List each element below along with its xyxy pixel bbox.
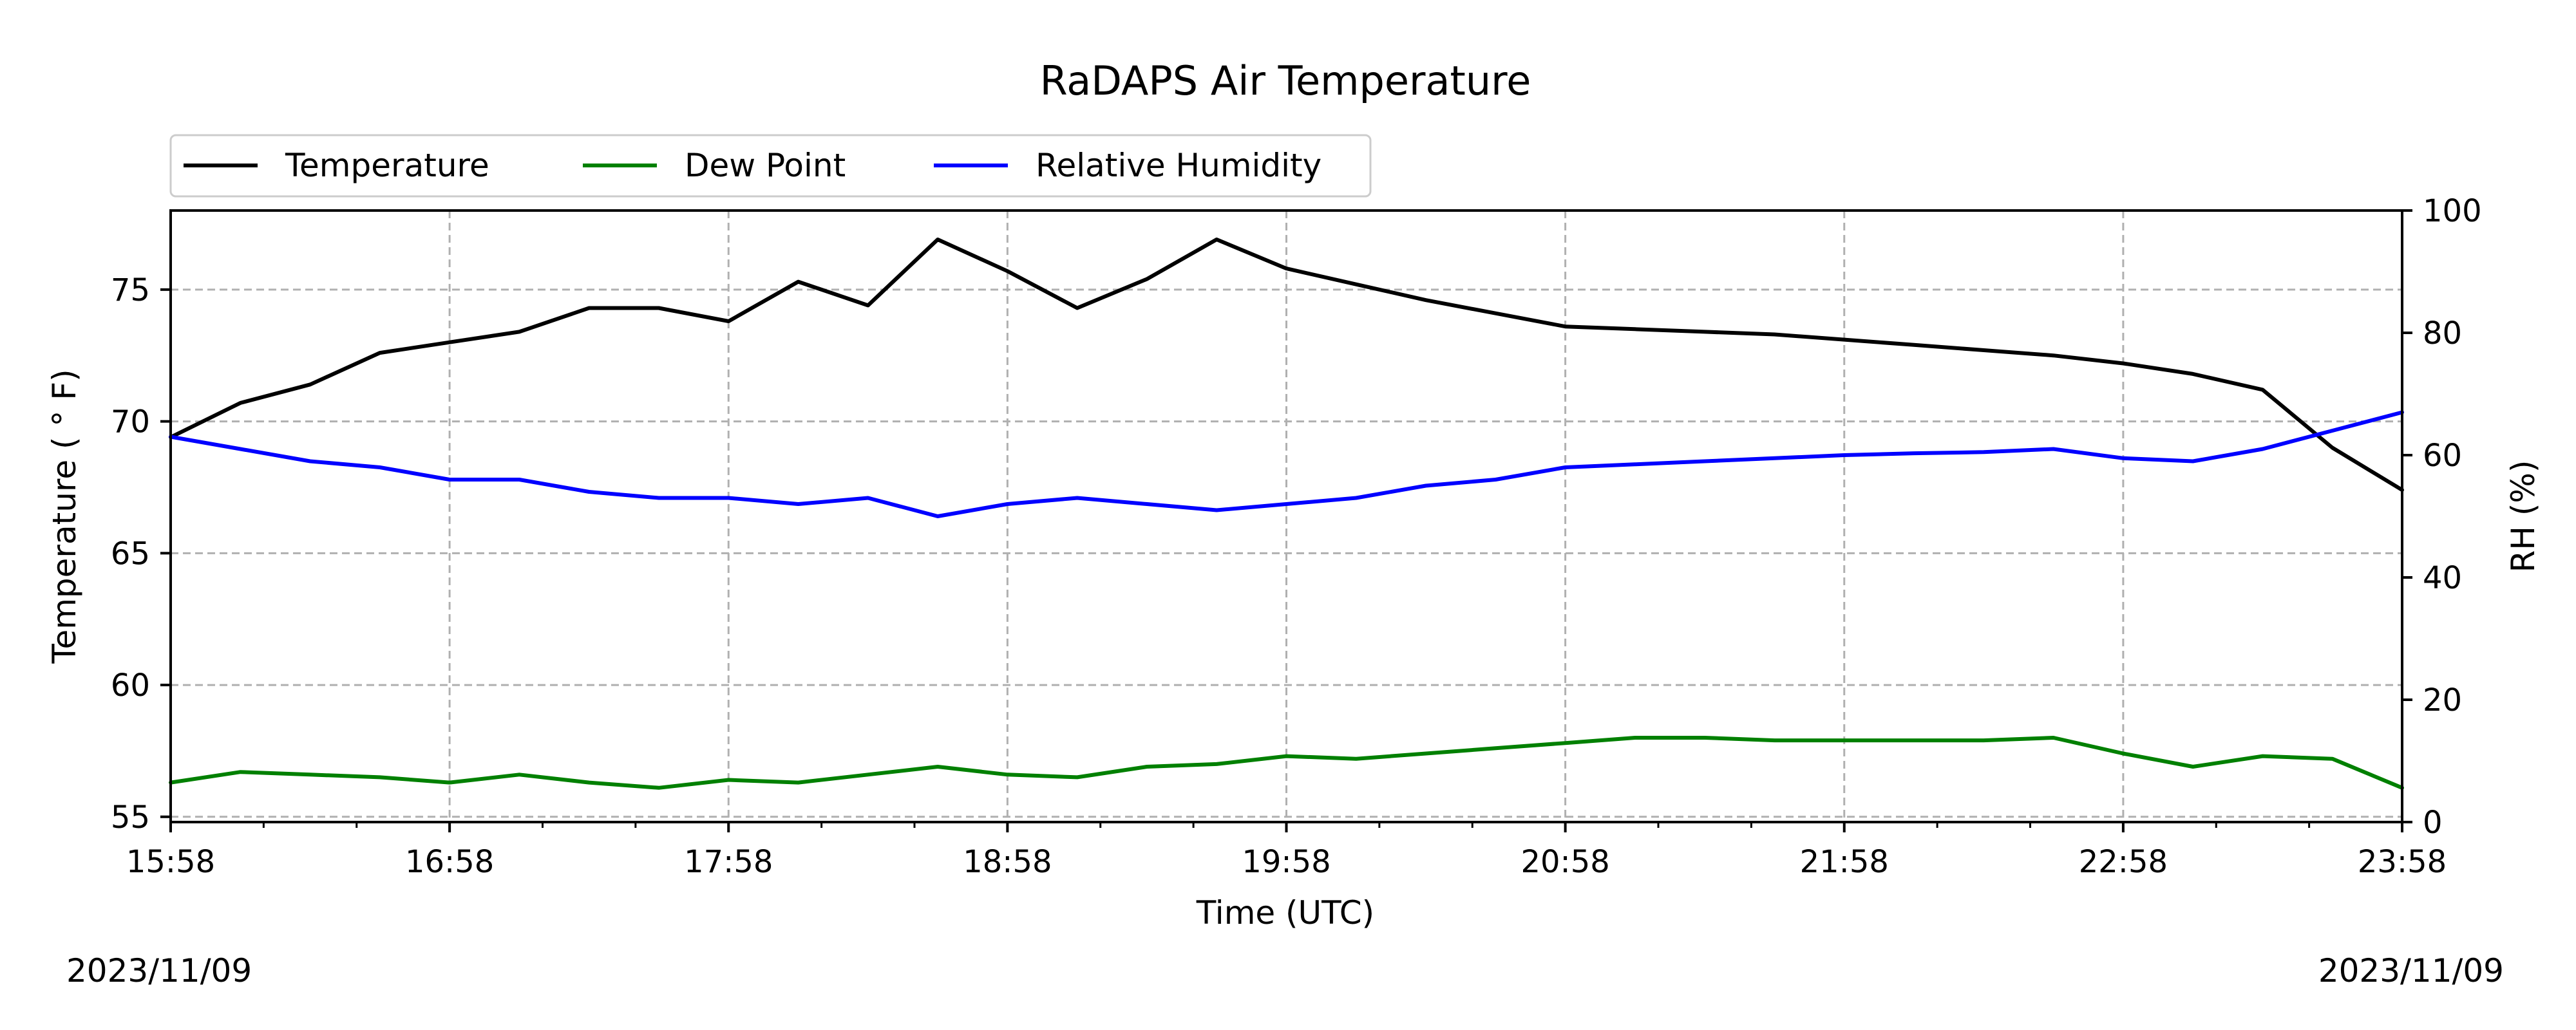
series-line-temperature [169, 238, 2404, 492]
y2-tick-label: 80 [2423, 315, 2462, 351]
legend-label-temperature: Temperature [285, 147, 489, 184]
x-tick-label: 23:58 [2358, 844, 2447, 880]
x-tick-label: 16:58 [405, 844, 494, 880]
y2-tick-label: 100 [2423, 193, 2482, 229]
y-tick-label: 75 [111, 272, 150, 308]
x-axis-ticks: 15:58 16:58 17:58 18:58 19:58 20:58 21:58 22:58… [126, 822, 2447, 880]
grid [171, 211, 2402, 822]
x-tick-label: 20:58 [1520, 844, 1609, 880]
date-left: 2023/11/09 [66, 952, 252, 989]
x-tick-label: 17:58 [684, 844, 773, 880]
y-tick-label: 65 [111, 536, 150, 572]
series-line-relative-humidity [169, 410, 2404, 518]
y2-tick-label: 0 [2423, 805, 2443, 841]
y-tick-label: 55 [111, 800, 150, 836]
series-lines [169, 238, 2404, 790]
x-tick-label: 21:58 [1800, 844, 1889, 880]
y-axis-ticks: 55 60 65 70 75 [111, 272, 171, 836]
date-right: 2023/11/09 [2318, 952, 2504, 989]
x-axis-title: Time (UTC) [1196, 894, 1374, 932]
x-tick-label: 15:58 [126, 844, 215, 880]
legend-label-dew-point: Dew Point [685, 147, 846, 184]
legend: Temperature Dew Point Relative Humidity [169, 134, 1372, 198]
y-tick-label: 60 [111, 668, 150, 704]
y2-axis-title: RH (%) [2505, 460, 2542, 573]
y-tick-label: 70 [111, 404, 150, 440]
y2-tick-label: 60 [2423, 438, 2462, 474]
x-tick-label: 19:58 [1242, 844, 1331, 880]
series-line-dew-point [169, 736, 2404, 790]
legend-box [169, 134, 1372, 198]
x-tick-label: 18:58 [963, 844, 1052, 880]
y2-tick-label: 20 [2423, 682, 2462, 718]
y2-tick-label: 40 [2423, 560, 2462, 596]
y-axis-title: Temperature ( ° F) [46, 369, 83, 664]
y2-axis-ticks: 0 20 40 60 80 100 [2402, 193, 2482, 841]
legend-label-relative-humidity: Relative Humidity [1036, 147, 1321, 184]
chart-title: RaDAPS Air Temperature [1040, 57, 1531, 104]
x-tick-label: 22:58 [2079, 844, 2168, 880]
